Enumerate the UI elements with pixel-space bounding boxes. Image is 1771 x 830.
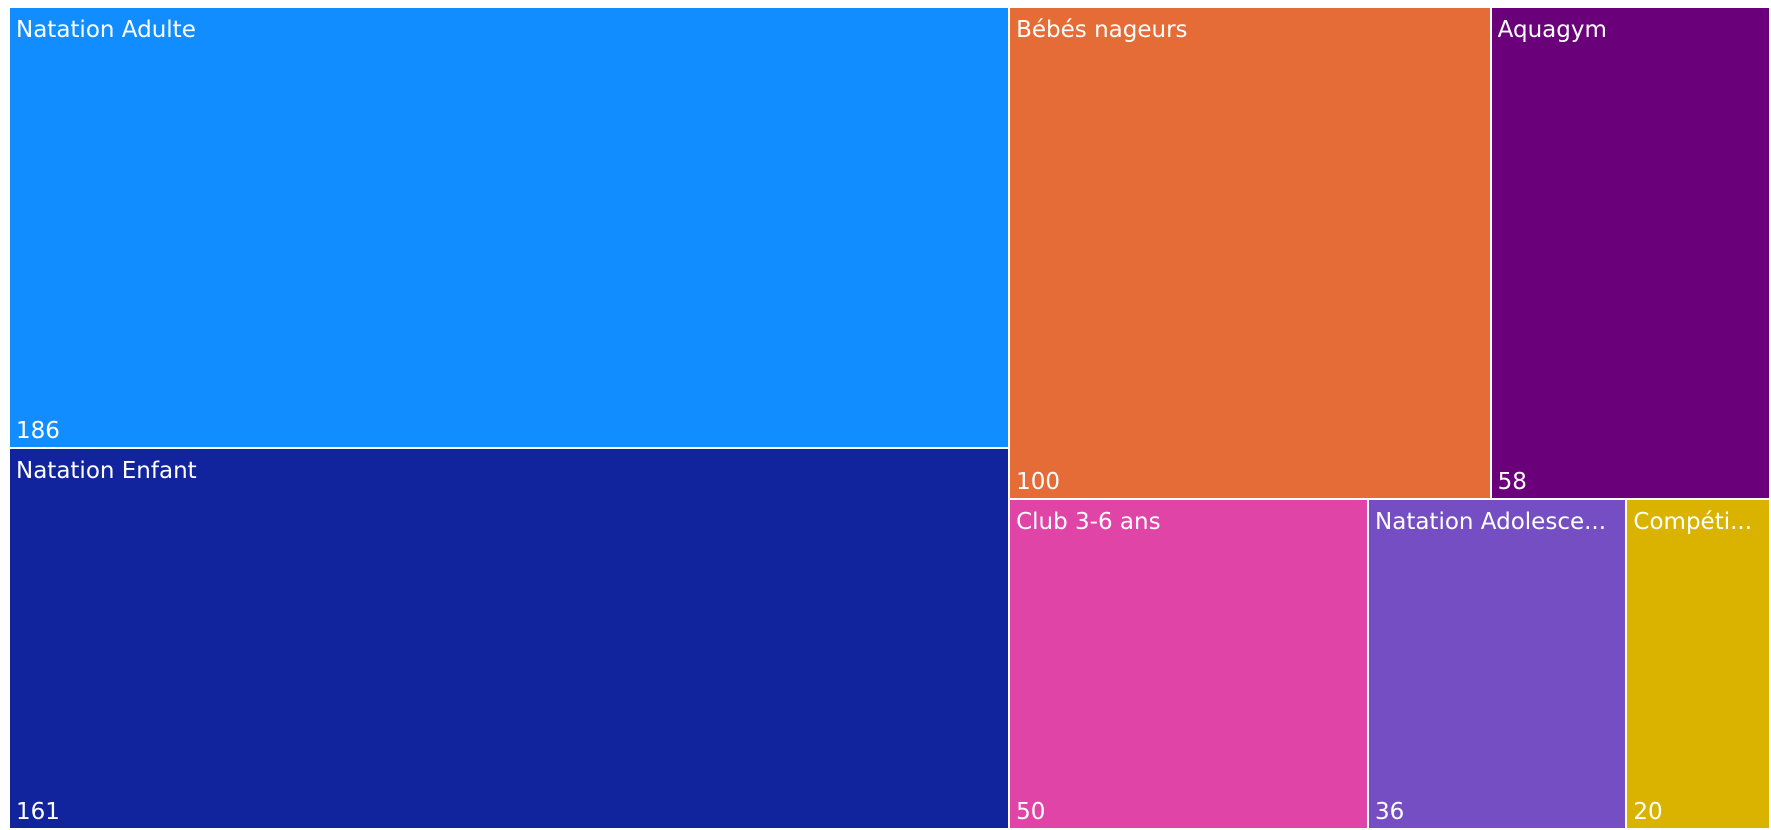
tile-bebes-nageurs[interactable]: Bébés nageurs 100 bbox=[1010, 8, 1492, 500]
tile-value: 100 bbox=[1016, 469, 1061, 496]
tile-label: Natation Enfant bbox=[16, 457, 197, 484]
tile-label: Natation Adolesce... bbox=[1375, 508, 1607, 535]
tile-competition[interactable]: Compéti... 20 bbox=[1627, 499, 1771, 830]
tile-natation-enfant[interactable]: Natation Enfant 161 bbox=[10, 448, 1011, 830]
tile-label: Natation Adulte bbox=[16, 17, 196, 43]
tile-label: Bébés nageurs bbox=[1016, 17, 1188, 43]
tile-label: Compéti... bbox=[1633, 508, 1753, 535]
tile-natation-adulte[interactable]: Natation Adulte 186 bbox=[10, 8, 1011, 449]
tile-value: 20 bbox=[1633, 799, 1663, 826]
tile-label: Aquagym bbox=[1497, 17, 1607, 43]
tile-value: 36 bbox=[1375, 799, 1405, 826]
tile-value: 50 bbox=[1016, 799, 1046, 826]
tile-value: 58 bbox=[1497, 469, 1527, 496]
tile-value: 186 bbox=[16, 417, 60, 444]
tile-value: 161 bbox=[16, 799, 60, 826]
tile-natation-adolescents[interactable]: Natation Adolesce... 36 bbox=[1369, 499, 1628, 830]
tile-aquagym[interactable]: Aquagym 58 bbox=[1491, 8, 1771, 500]
tile-club-3-6-ans[interactable]: Club 3-6 ans 50 bbox=[1010, 499, 1370, 830]
tile-label: Club 3-6 ans bbox=[1016, 508, 1161, 535]
